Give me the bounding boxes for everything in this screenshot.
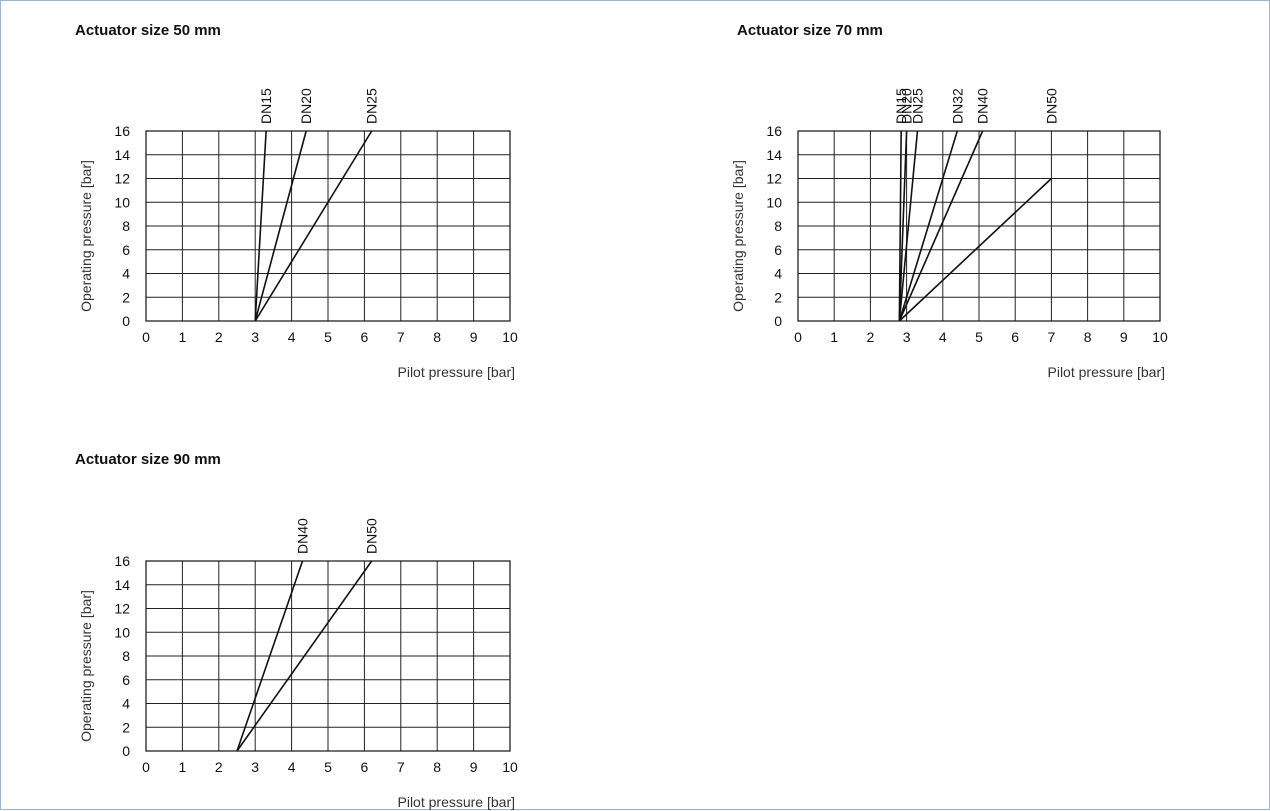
y-tick-label: 0: [122, 313, 130, 329]
x-tick-label: 6: [361, 759, 369, 775]
series-line-dn25: [254, 130, 373, 322]
y-tick-label: 16: [114, 553, 130, 569]
x-tick-label: 8: [1084, 329, 1092, 345]
chart-title-actuator-90: Actuator size 90 mm: [75, 451, 221, 468]
y-tick-label: 8: [122, 218, 130, 234]
y-tick-label: 16: [766, 123, 782, 139]
series-line-dn40: [898, 130, 984, 322]
x-axis-label: Pilot pressure [bar]: [398, 364, 516, 380]
series-line-dn15: [898, 130, 902, 322]
y-tick-label: 2: [122, 719, 130, 735]
y-axis-label: Operating pressure [bar]: [78, 160, 94, 312]
series-label: DN50: [1043, 88, 1059, 124]
series-line-dn25: [898, 130, 919, 322]
series-label: DN50: [364, 518, 380, 554]
x-tick-label: 8: [433, 759, 441, 775]
y-tick-label: 10: [114, 624, 130, 640]
y-tick-label: 2: [774, 289, 782, 305]
series-label: DN20: [899, 88, 915, 124]
y-tick-label: 14: [766, 147, 782, 163]
x-tick-label: 10: [502, 329, 518, 345]
x-tick-label: 7: [397, 759, 405, 775]
y-tick-label: 6: [122, 672, 130, 688]
x-tick-label: 4: [288, 329, 296, 345]
y-tick-label: 10: [766, 194, 782, 210]
series-label: DN20: [298, 88, 314, 124]
x-tick-label: 6: [361, 329, 369, 345]
series-label: DN25: [909, 88, 925, 124]
y-tick-label: 14: [114, 147, 130, 163]
series-label: DN25: [364, 88, 380, 124]
plot-frame: [145, 560, 511, 752]
series-line-dn32: [898, 130, 959, 322]
x-tick-label: 10: [1152, 329, 1168, 345]
y-tick-label: 12: [114, 171, 130, 187]
plot-frame: [145, 130, 511, 322]
plot-frame: [797, 130, 1161, 322]
x-tick-label: 10: [502, 759, 518, 775]
y-tick-label: 6: [122, 242, 130, 258]
x-tick-label: 1: [830, 329, 838, 345]
series-line-dn40: [236, 560, 304, 752]
x-tick-label: 6: [1011, 329, 1019, 345]
y-tick-label: 0: [122, 743, 130, 759]
y-tick-label: 6: [774, 242, 782, 258]
x-tick-label: 9: [470, 329, 478, 345]
x-tick-label: 2: [867, 329, 875, 345]
y-tick-label: 0: [774, 313, 782, 329]
x-tick-label: 3: [903, 329, 911, 345]
x-tick-label: 0: [142, 329, 150, 345]
x-axis-label: Pilot pressure [bar]: [398, 794, 516, 810]
y-tick-label: 2: [122, 289, 130, 305]
x-tick-label: 7: [1048, 329, 1056, 345]
x-tick-label: 1: [179, 329, 187, 345]
x-tick-label: 4: [288, 759, 296, 775]
chart-title-actuator-70: Actuator size 70 mm: [737, 22, 883, 39]
y-tick-label: 8: [122, 648, 130, 664]
x-tick-label: 3: [251, 329, 259, 345]
y-tick-label: 10: [114, 194, 130, 210]
x-tick-label: 0: [142, 759, 150, 775]
chart-title-actuator-50: Actuator size 50 mm: [75, 22, 221, 39]
y-tick-label: 8: [774, 218, 782, 234]
series-line-dn50: [236, 560, 373, 752]
series-label: DN15: [258, 88, 274, 124]
x-tick-label: 0: [794, 329, 802, 345]
x-tick-label: 2: [215, 759, 223, 775]
x-tick-label: 7: [397, 329, 405, 345]
series-line-dn15: [254, 130, 267, 322]
series-line-dn50: [898, 177, 1052, 322]
y-tick-label: 4: [122, 696, 130, 712]
x-tick-label: 4: [939, 329, 947, 345]
series-line-dn20: [254, 130, 307, 322]
y-tick-label: 4: [774, 266, 782, 282]
x-tick-label: 5: [324, 329, 332, 345]
y-tick-label: 4: [122, 266, 130, 282]
x-tick-label: 8: [433, 329, 441, 345]
series-label: DN40: [295, 518, 311, 554]
x-tick-label: 5: [324, 759, 332, 775]
x-tick-label: 2: [215, 329, 223, 345]
series-label: DN15: [893, 88, 909, 124]
x-tick-label: 5: [975, 329, 983, 345]
x-axis-label: Pilot pressure [bar]: [1048, 364, 1166, 380]
x-tick-label: 3: [251, 759, 259, 775]
y-tick-label: 12: [766, 171, 782, 187]
y-tick-label: 12: [114, 601, 130, 617]
y-axis-label: Operating pressure [bar]: [730, 160, 746, 312]
series-label: DN40: [975, 88, 991, 124]
y-axis-label: Operating pressure [bar]: [78, 590, 94, 742]
x-tick-label: 9: [1120, 329, 1128, 345]
series-label: DN32: [949, 88, 965, 124]
series-line-dn20: [898, 130, 908, 322]
x-tick-label: 9: [470, 759, 478, 775]
y-tick-label: 14: [114, 577, 130, 593]
y-tick-label: 16: [114, 123, 130, 139]
x-tick-label: 1: [179, 759, 187, 775]
